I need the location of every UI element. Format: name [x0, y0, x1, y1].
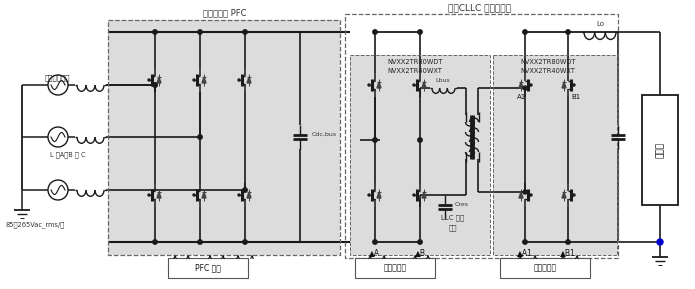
Polygon shape	[562, 192, 566, 198]
Bar	[108, 20, 340, 255]
Text: Cres: Cres	[455, 203, 469, 208]
Text: 初级侧门控: 初级侧门控	[384, 264, 407, 273]
Text: ▲B: ▲B	[414, 249, 425, 257]
Circle shape	[243, 240, 247, 244]
Text: NVXX2TR80WDT: NVXX2TR80WDT	[521, 59, 575, 65]
Bar	[168, 258, 248, 278]
Text: NVXX2TR40WXT: NVXX2TR40WXT	[521, 68, 575, 74]
Text: NVXX2TR80WDT: NVXX2TR80WDT	[387, 59, 443, 65]
Polygon shape	[377, 82, 381, 88]
Circle shape	[413, 84, 415, 86]
Circle shape	[566, 240, 570, 244]
Circle shape	[368, 84, 370, 86]
Polygon shape	[519, 82, 523, 88]
Circle shape	[530, 194, 532, 196]
Circle shape	[153, 83, 157, 87]
Circle shape	[148, 79, 150, 81]
Text: PFC 控制: PFC 控制	[195, 264, 221, 273]
Polygon shape	[157, 77, 161, 83]
Circle shape	[48, 127, 68, 147]
Circle shape	[238, 79, 240, 81]
Bar	[493, 55, 617, 255]
Circle shape	[573, 84, 575, 86]
Circle shape	[198, 30, 202, 34]
Circle shape	[198, 135, 202, 139]
Polygon shape	[202, 77, 206, 83]
Text: L 相A、B 和 C: L 相A、B 和 C	[50, 152, 85, 158]
Bar	[350, 55, 490, 255]
Circle shape	[573, 194, 575, 196]
Polygon shape	[247, 77, 251, 83]
Text: Lbus: Lbus	[436, 77, 450, 82]
Text: ▲A1: ▲A1	[517, 249, 533, 257]
Polygon shape	[247, 192, 251, 198]
Polygon shape	[157, 192, 161, 198]
Text: 蓄电池: 蓄电池	[655, 142, 664, 158]
Bar	[500, 258, 590, 278]
Circle shape	[373, 138, 377, 142]
Polygon shape	[519, 192, 523, 198]
Bar	[493, 55, 617, 255]
Circle shape	[418, 138, 422, 142]
Circle shape	[243, 188, 247, 192]
Text: ▲B1: ▲B1	[560, 249, 576, 257]
Circle shape	[373, 30, 377, 34]
Text: B1: B1	[571, 94, 580, 100]
Circle shape	[198, 240, 202, 244]
Circle shape	[373, 240, 377, 244]
Text: 双向CLLC 全桥转换器: 双向CLLC 全桥转换器	[448, 3, 512, 12]
Circle shape	[523, 30, 528, 34]
Text: 次级侧门控: 次级侧门控	[534, 264, 557, 273]
Text: 升压型三相 PFC: 升压型三相 PFC	[203, 8, 247, 18]
Circle shape	[153, 83, 157, 87]
Circle shape	[48, 180, 68, 200]
Text: Lo: Lo	[596, 21, 604, 27]
Circle shape	[193, 194, 195, 196]
Circle shape	[657, 239, 663, 245]
Polygon shape	[422, 82, 426, 88]
Circle shape	[153, 30, 157, 34]
Bar	[345, 14, 618, 258]
Circle shape	[418, 30, 422, 34]
Circle shape	[523, 86, 527, 90]
Circle shape	[153, 240, 157, 244]
Polygon shape	[202, 192, 206, 198]
Circle shape	[368, 194, 370, 196]
Bar	[355, 258, 435, 278]
Circle shape	[523, 240, 528, 244]
Bar	[350, 55, 490, 255]
Circle shape	[418, 240, 422, 244]
Text: A1: A1	[517, 94, 526, 100]
Bar	[642, 95, 678, 205]
Circle shape	[523, 190, 527, 194]
Text: 电路: 电路	[449, 225, 457, 231]
Text: NVXX2TR40WXT: NVXX2TR40WXT	[388, 68, 443, 74]
Text: LLC 谐振: LLC 谐振	[441, 215, 465, 221]
Polygon shape	[422, 192, 426, 198]
Circle shape	[238, 194, 240, 196]
Circle shape	[193, 79, 195, 81]
Circle shape	[413, 194, 415, 196]
Bar	[108, 20, 340, 255]
Text: Cdc,bus: Cdc,bus	[312, 131, 337, 136]
Text: 三相交流输入: 三相交流输入	[45, 75, 70, 81]
Circle shape	[566, 30, 570, 34]
Circle shape	[530, 84, 532, 86]
Polygon shape	[377, 192, 381, 198]
Circle shape	[48, 75, 68, 95]
Text: ▲A: ▲A	[370, 249, 381, 257]
Circle shape	[243, 30, 247, 34]
Polygon shape	[562, 82, 566, 88]
Circle shape	[148, 194, 150, 196]
Text: 85－265Vac_rms/相: 85－265Vac_rms/相	[5, 222, 64, 228]
